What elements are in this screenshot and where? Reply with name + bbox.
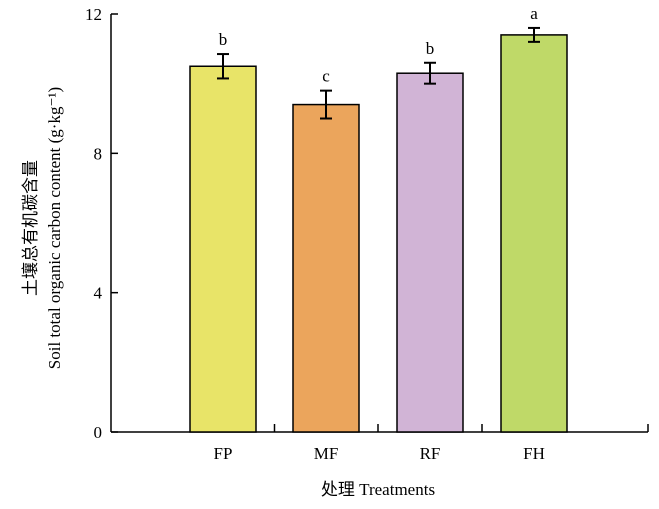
significance-label-fh: a (530, 4, 538, 23)
significance-label-fp: b (219, 30, 228, 49)
y-tick-label: 12 (85, 5, 102, 24)
plot-area: 0 4 8 12 b FP c MF b RF a FH (85, 4, 649, 463)
x-tick-label-fp: FP (214, 444, 233, 463)
y-tick-label: 0 (94, 423, 103, 442)
y-tick-label: 8 (94, 144, 103, 163)
bar-rf (396, 72, 464, 433)
significance-label-rf: b (426, 39, 435, 58)
x-tick-label-fh: FH (523, 444, 545, 463)
y-axis-title-cn: 土壤总有机碳含量 (20, 160, 40, 296)
x-tick-label-rf: RF (420, 444, 441, 463)
significance-label-mf: c (322, 67, 330, 86)
x-tick-label-mf: MF (314, 444, 339, 463)
y-tick-label: 4 (94, 284, 103, 303)
bar-fh (500, 34, 568, 433)
bar-mf (292, 103, 360, 433)
bar-fp (189, 65, 257, 433)
x-axis-title: 处理 Treatments (321, 480, 435, 499)
y-axis-title-en: Soil total organic carbon content (g·kg⁻… (45, 87, 64, 369)
